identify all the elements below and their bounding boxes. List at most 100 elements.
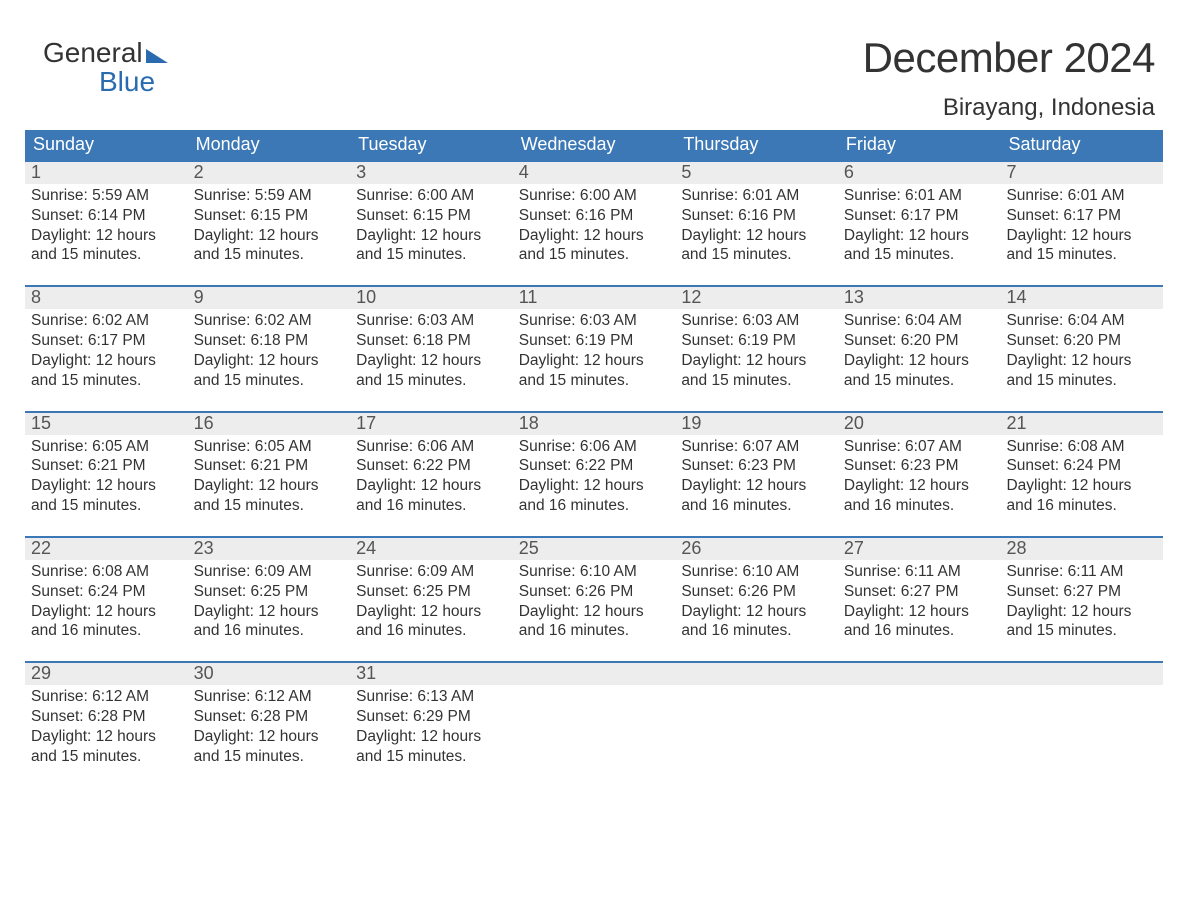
daylight-line: Daylight: 12 hours (844, 602, 995, 622)
calendar-cell (513, 661, 676, 768)
calendar-cell (1000, 661, 1163, 768)
sunrise-line: Sunrise: 6:04 AM (1006, 311, 1157, 331)
day-number: 6 (838, 160, 1001, 184)
cell-body (675, 685, 838, 689)
day-number: 4 (513, 160, 676, 184)
cell-body: Sunrise: 6:08 AMSunset: 6:24 PMDaylight:… (25, 560, 188, 643)
calendar-week: 29Sunrise: 6:12 AMSunset: 6:28 PMDayligh… (25, 661, 1163, 768)
calendar-cell: 2Sunrise: 5:59 AMSunset: 6:15 PMDaylight… (188, 160, 351, 267)
day-number: 8 (25, 285, 188, 309)
calendar-week: 1Sunrise: 5:59 AMSunset: 6:14 PMDaylight… (25, 160, 1163, 267)
sunrise-line: Sunrise: 5:59 AM (31, 186, 182, 206)
calendar-cell: 22Sunrise: 6:08 AMSunset: 6:24 PMDayligh… (25, 536, 188, 643)
daylight-line: Daylight: 12 hours (844, 476, 995, 496)
sunset-line: Sunset: 6:28 PM (194, 707, 345, 727)
sunrise-line: Sunrise: 6:07 AM (681, 437, 832, 457)
calendar-cell: 3Sunrise: 6:00 AMSunset: 6:15 PMDaylight… (350, 160, 513, 267)
sunset-line: Sunset: 6:29 PM (356, 707, 507, 727)
sunrise-line: Sunrise: 6:12 AM (194, 687, 345, 707)
cell-body: Sunrise: 6:06 AMSunset: 6:22 PMDaylight:… (350, 435, 513, 518)
daylight-line: and 15 minutes. (1006, 621, 1157, 641)
daylight-line: Daylight: 12 hours (681, 226, 832, 246)
sunset-line: Sunset: 6:21 PM (194, 456, 345, 476)
sunset-line: Sunset: 6:22 PM (356, 456, 507, 476)
calendar-cell: 21Sunrise: 6:08 AMSunset: 6:24 PMDayligh… (1000, 411, 1163, 518)
day-number: 29 (25, 661, 188, 685)
calendar-cell: 20Sunrise: 6:07 AMSunset: 6:23 PMDayligh… (838, 411, 1001, 518)
sunset-line: Sunset: 6:15 PM (356, 206, 507, 226)
sunrise-line: Sunrise: 6:09 AM (356, 562, 507, 582)
daylight-line: Daylight: 12 hours (681, 476, 832, 496)
daylight-line: Daylight: 12 hours (356, 727, 507, 747)
day-number (513, 661, 676, 685)
location-label: Birayang, Indonesia (863, 94, 1155, 122)
day-number (838, 661, 1001, 685)
day-number: 16 (188, 411, 351, 435)
daylight-line: and 15 minutes. (31, 496, 182, 516)
daylight-line: Daylight: 12 hours (194, 602, 345, 622)
day-number: 24 (350, 536, 513, 560)
sunrise-line: Sunrise: 6:03 AM (519, 311, 670, 331)
calendar-cell: 11Sunrise: 6:03 AMSunset: 6:19 PMDayligh… (513, 285, 676, 392)
cell-body: Sunrise: 6:13 AMSunset: 6:29 PMDaylight:… (350, 685, 513, 768)
sunrise-line: Sunrise: 6:13 AM (356, 687, 507, 707)
calendar-cell: 1Sunrise: 5:59 AMSunset: 6:14 PMDaylight… (25, 160, 188, 267)
sunrise-line: Sunrise: 6:08 AM (31, 562, 182, 582)
day-number: 11 (513, 285, 676, 309)
calendar-cell: 4Sunrise: 6:00 AMSunset: 6:16 PMDaylight… (513, 160, 676, 267)
calendar-week: 15Sunrise: 6:05 AMSunset: 6:21 PMDayligh… (25, 411, 1163, 518)
cell-body: Sunrise: 6:07 AMSunset: 6:23 PMDaylight:… (838, 435, 1001, 518)
calendar-cell: 9Sunrise: 6:02 AMSunset: 6:18 PMDaylight… (188, 285, 351, 392)
calendar-cell: 19Sunrise: 6:07 AMSunset: 6:23 PMDayligh… (675, 411, 838, 518)
daylight-line: and 15 minutes. (519, 245, 670, 265)
sunset-line: Sunset: 6:14 PM (31, 206, 182, 226)
sunset-line: Sunset: 6:20 PM (844, 331, 995, 351)
daylight-line: and 15 minutes. (31, 747, 182, 767)
daylight-line: and 16 minutes. (356, 496, 507, 516)
calendar-cell: 28Sunrise: 6:11 AMSunset: 6:27 PMDayligh… (1000, 536, 1163, 643)
day-number: 9 (188, 285, 351, 309)
sunset-line: Sunset: 6:24 PM (31, 582, 182, 602)
daylight-line: and 15 minutes. (31, 371, 182, 391)
day-number (1000, 661, 1163, 685)
sunset-line: Sunset: 6:25 PM (194, 582, 345, 602)
daylight-line: Daylight: 12 hours (844, 226, 995, 246)
daylight-line: Daylight: 12 hours (31, 602, 182, 622)
day-header: Saturday (1000, 130, 1163, 160)
day-number: 17 (350, 411, 513, 435)
daylight-line: Daylight: 12 hours (519, 476, 670, 496)
sunset-line: Sunset: 6:17 PM (1006, 206, 1157, 226)
calendar-week: 8Sunrise: 6:02 AMSunset: 6:17 PMDaylight… (25, 285, 1163, 392)
daylight-line: Daylight: 12 hours (194, 351, 345, 371)
daylight-line: and 15 minutes. (31, 245, 182, 265)
daylight-line: and 15 minutes. (356, 371, 507, 391)
calendar-cell: 18Sunrise: 6:06 AMSunset: 6:22 PMDayligh… (513, 411, 676, 518)
calendar-cell: 14Sunrise: 6:04 AMSunset: 6:20 PMDayligh… (1000, 285, 1163, 392)
daylight-line: Daylight: 12 hours (31, 476, 182, 496)
sunrise-line: Sunrise: 6:08 AM (1006, 437, 1157, 457)
daylight-line: Daylight: 12 hours (519, 226, 670, 246)
sunrise-line: Sunrise: 6:11 AM (1006, 562, 1157, 582)
daylight-line: and 15 minutes. (844, 245, 995, 265)
calendar-week: 22Sunrise: 6:08 AMSunset: 6:24 PMDayligh… (25, 536, 1163, 643)
sunrise-line: Sunrise: 6:10 AM (681, 562, 832, 582)
day-header: Friday (838, 130, 1001, 160)
calendar-cell: 29Sunrise: 6:12 AMSunset: 6:28 PMDayligh… (25, 661, 188, 768)
cell-body: Sunrise: 6:09 AMSunset: 6:25 PMDaylight:… (350, 560, 513, 643)
daylight-line: and 16 minutes. (519, 621, 670, 641)
day-number (675, 661, 838, 685)
cell-body: Sunrise: 6:07 AMSunset: 6:23 PMDaylight:… (675, 435, 838, 518)
sunset-line: Sunset: 6:18 PM (194, 331, 345, 351)
sunrise-line: Sunrise: 6:03 AM (681, 311, 832, 331)
day-number: 5 (675, 160, 838, 184)
daylight-line: Daylight: 12 hours (681, 602, 832, 622)
calendar-cell (838, 661, 1001, 768)
cell-body: Sunrise: 6:12 AMSunset: 6:28 PMDaylight:… (188, 685, 351, 768)
cell-body: Sunrise: 6:01 AMSunset: 6:17 PMDaylight:… (838, 184, 1001, 267)
cell-body: Sunrise: 5:59 AMSunset: 6:14 PMDaylight:… (25, 184, 188, 267)
sunset-line: Sunset: 6:18 PM (356, 331, 507, 351)
daylight-line: and 15 minutes. (681, 245, 832, 265)
daylight-line: Daylight: 12 hours (31, 351, 182, 371)
sunrise-line: Sunrise: 6:00 AM (519, 186, 670, 206)
day-number: 2 (188, 160, 351, 184)
